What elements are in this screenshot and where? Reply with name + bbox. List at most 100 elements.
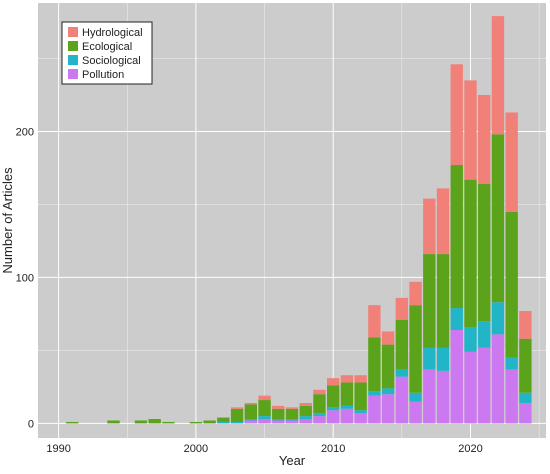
bar-sociological-2024: [519, 392, 532, 403]
bar-ecological-2005: [258, 400, 271, 417]
bar-hydrological-2007: [285, 407, 299, 409]
bar-hydrological-2018: [436, 188, 450, 255]
legend-label-sociological: Sociological: [82, 55, 141, 67]
bar-hydrological-2012: [354, 375, 367, 383]
bar-pollution-2013: [368, 395, 381, 424]
x-tick-label: 2010: [321, 443, 345, 455]
bar-hydrological-2022: [491, 16, 505, 135]
bar-ecological-1998: [162, 421, 175, 424]
bar-ecological-2014: [381, 344, 395, 389]
bar-sociological-2010: [327, 407, 340, 411]
bar-sociological-2004: [244, 419, 257, 421]
bar-hydrological-2008: [299, 402, 312, 406]
legend-swatch-pollution: [68, 69, 78, 79]
bar-sociological-2017: [423, 347, 436, 370]
bar-ecological-2010: [327, 385, 340, 408]
bar-ecological-2002: [217, 417, 230, 422]
bar-sociological-2021: [478, 321, 491, 348]
legend-label-ecological: Ecological: [82, 41, 132, 53]
bar-sociological-2006: [272, 419, 285, 421]
legend-label-pollution: Pollution: [82, 69, 124, 81]
bar-pollution-2016: [409, 401, 422, 424]
bar-sociological-2023: [505, 357, 518, 370]
bar-sociological-2022: [491, 302, 505, 335]
bar-sociological-2011: [340, 405, 354, 409]
bar-ecological-2016: [409, 305, 422, 393]
bar-pollution-2023: [505, 369, 518, 424]
bar-pollution-2009: [313, 416, 326, 424]
bar-sociological-2005: [258, 416, 271, 420]
bar-hydrological-2006: [272, 405, 285, 409]
bar-ecological-2023: [505, 211, 518, 358]
bar-hydrological-2011: [340, 375, 354, 383]
bar-pollution-2018: [436, 370, 450, 424]
bar-hydrological-2004: [244, 402, 257, 405]
bar-hydrological-2009: [313, 389, 326, 395]
bar-pollution-2021: [478, 347, 491, 424]
bar-ecological-2021: [478, 184, 491, 322]
bar-ecological-1994: [107, 420, 120, 424]
bar-pollution-2007: [285, 420, 299, 424]
bar-ecological-1997: [148, 419, 161, 424]
x-tick-label: 2020: [458, 443, 482, 455]
bar-ecological-2009: [313, 394, 326, 414]
bar-hydrological-2016: [409, 281, 422, 306]
legend-swatch-ecological: [68, 41, 78, 51]
bar-sociological-2015: [395, 369, 409, 377]
bar-ecological-2011: [340, 382, 354, 406]
bar-ecological-2004: [244, 404, 257, 420]
bar-sociological-2012: [354, 410, 367, 414]
bar-sociological-2002: [217, 421, 230, 424]
bar-ecological-2019: [450, 165, 463, 309]
bar-hydrological-2024: [519, 311, 532, 339]
bar-ecological-2015: [395, 319, 409, 370]
bar-ecological-1991: [66, 421, 79, 424]
bar-hydrological-2013: [368, 305, 381, 338]
bar-pollution-2019: [450, 329, 463, 424]
bar-sociological-2020: [464, 327, 477, 352]
bar-pollution-2012: [354, 413, 367, 424]
tick-labels: 0 100 200 1990 2000 2010 2020: [16, 126, 483, 455]
bar-ecological-2018: [436, 254, 450, 348]
bar-hydrological-2014: [381, 331, 395, 345]
bar-hydrological-2020: [464, 80, 477, 180]
bar-hydrological-2021: [478, 94, 491, 185]
bar-pollution-2011: [340, 408, 354, 424]
bar-ecological-2020: [464, 179, 477, 328]
bar-hydrological-2003: [230, 407, 244, 409]
bar-sociological-2013: [368, 391, 381, 396]
bar-pollution-2014: [381, 394, 395, 424]
bar-ecological-2007: [285, 408, 299, 420]
legend-label-hydrological: Hydrological: [82, 27, 143, 39]
bar-pollution-2005: [258, 419, 271, 424]
bar-hydrological-2010: [327, 378, 340, 386]
bar-ecological-1996: [134, 420, 148, 424]
y-tick-label: 0: [28, 418, 34, 430]
bar-pollution-2008: [299, 419, 312, 424]
bar-hydrological-2019: [450, 64, 463, 166]
y-axis-title: Number of Articles: [0, 167, 15, 274]
bar-sociological-2009: [313, 413, 326, 417]
bar-sociological-2007: [285, 419, 299, 421]
bar-sociological-2008: [299, 416, 312, 420]
bar-hydrological-2017: [423, 198, 436, 255]
x-tick-label: 1990: [46, 443, 70, 455]
bar-pollution-2024: [519, 402, 532, 424]
bar-ecological-2012: [354, 382, 367, 411]
bar-pollution-2017: [423, 369, 436, 424]
bar-hydrological-2023: [505, 112, 518, 212]
bar-pollution-2010: [327, 410, 340, 424]
bar-pollution-2015: [395, 376, 409, 424]
bar-ecological-2017: [423, 254, 436, 348]
bar-ecological-2000: [189, 421, 203, 424]
bar-sociological-2014: [381, 388, 395, 395]
y-tick-label: 100: [16, 272, 34, 284]
bar-ecological-2024: [519, 338, 532, 393]
bar-sociological-2019: [450, 308, 463, 330]
bar-ecological-2006: [272, 408, 285, 420]
legend-swatch-hydrological: [68, 27, 78, 37]
bar-ecological-2008: [299, 405, 312, 417]
bar-ecological-2022: [491, 134, 505, 303]
